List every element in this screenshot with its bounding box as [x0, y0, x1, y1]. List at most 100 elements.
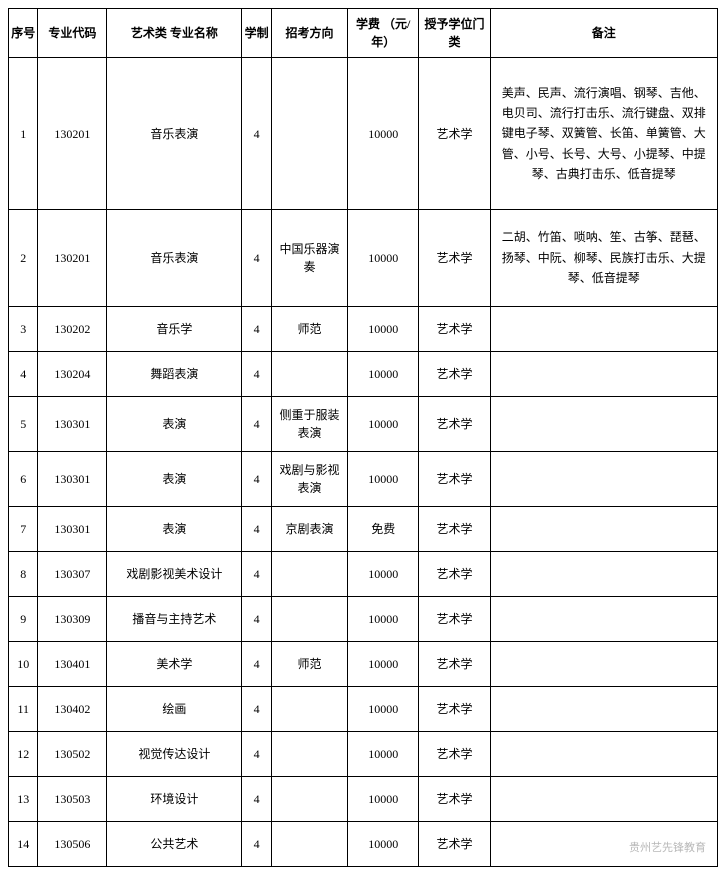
- table-row: 11130402绘画410000艺术学: [9, 687, 718, 732]
- cell-fee: 10000: [348, 777, 419, 822]
- cell-dur: 4: [242, 210, 271, 307]
- cell-major: 表演: [107, 397, 242, 452]
- cell-remark: 二胡、竹笛、唢呐、笙、古筝、琵琶、扬琴、中阮、柳琴、民族打击乐、大提琴、低音提琴: [490, 210, 717, 307]
- cell-dur: 4: [242, 777, 271, 822]
- cell-code: 130402: [38, 687, 107, 732]
- cell-degree: 艺术学: [419, 597, 490, 642]
- cell-code: 130503: [38, 777, 107, 822]
- cell-seq: 1: [9, 58, 38, 210]
- cell-degree: 艺术学: [419, 352, 490, 397]
- cell-seq: 7: [9, 507, 38, 552]
- cell-remark: [490, 352, 717, 397]
- cell-degree: 艺术学: [419, 777, 490, 822]
- cell-remark: [490, 507, 717, 552]
- cell-dur: 4: [242, 597, 271, 642]
- cell-dur: 4: [242, 642, 271, 687]
- cell-fee: 10000: [348, 822, 419, 867]
- cell-dir: [271, 777, 347, 822]
- table-row: 4130204舞蹈表演410000艺术学: [9, 352, 718, 397]
- cell-remark: [490, 452, 717, 507]
- col-header-code: 专业代码: [38, 9, 107, 58]
- col-header-fee: 学费 （元/年）: [348, 9, 419, 58]
- cell-code: 130401: [38, 642, 107, 687]
- table-row: 14130506公共艺术410000艺术学: [9, 822, 718, 867]
- cell-dir: 中国乐器演奏: [271, 210, 347, 307]
- cell-remark: [490, 732, 717, 777]
- cell-fee: 10000: [348, 732, 419, 777]
- cell-seq: 10: [9, 642, 38, 687]
- cell-dur: 4: [242, 732, 271, 777]
- cell-remark: 美声、民声、流行演唱、钢琴、吉他、电贝司、流行打击乐、流行键盘、双排键电子琴、双…: [490, 58, 717, 210]
- cell-code: 130201: [38, 58, 107, 210]
- cell-dir: 京剧表演: [271, 507, 347, 552]
- cell-dur: 4: [242, 507, 271, 552]
- major-table: 序号 专业代码 艺术类 专业名称 学制 招考方向 学费 （元/年） 授予学位门类…: [8, 8, 718, 867]
- cell-fee: 10000: [348, 642, 419, 687]
- cell-code: 130301: [38, 397, 107, 452]
- cell-degree: 艺术学: [419, 687, 490, 732]
- cell-dir: 师范: [271, 642, 347, 687]
- watermark-text: 贵州艺先锋教育: [629, 839, 706, 855]
- cell-dir: 侧重于服装表演: [271, 397, 347, 452]
- cell-degree: 艺术学: [419, 307, 490, 352]
- cell-seq: 2: [9, 210, 38, 307]
- cell-remark: [490, 307, 717, 352]
- cell-dur: 4: [242, 397, 271, 452]
- table-row: 3130202音乐学4师范10000艺术学: [9, 307, 718, 352]
- cell-code: 130502: [38, 732, 107, 777]
- cell-major: 环境设计: [107, 777, 242, 822]
- cell-remark: [490, 597, 717, 642]
- cell-dur: 4: [242, 452, 271, 507]
- col-header-dur: 学制: [242, 9, 271, 58]
- cell-remark: [490, 777, 717, 822]
- cell-fee: 10000: [348, 687, 419, 732]
- cell-major: 舞蹈表演: [107, 352, 242, 397]
- cell-code: 130201: [38, 210, 107, 307]
- cell-major: 表演: [107, 507, 242, 552]
- cell-degree: 艺术学: [419, 822, 490, 867]
- cell-code: 130309: [38, 597, 107, 642]
- cell-dir: [271, 687, 347, 732]
- cell-degree: 艺术学: [419, 397, 490, 452]
- col-header-remark: 备注: [490, 9, 717, 58]
- table-row: 13130503环境设计4 10000艺术学: [9, 777, 718, 822]
- cell-fee: 10000: [348, 552, 419, 597]
- cell-major: 音乐学: [107, 307, 242, 352]
- cell-dur: 4: [242, 822, 271, 867]
- table-row: 12130502视觉传达设计410000艺术学: [9, 732, 718, 777]
- cell-seq: 4: [9, 352, 38, 397]
- cell-seq: 5: [9, 397, 38, 452]
- cell-degree: 艺术学: [419, 452, 490, 507]
- table-header-row: 序号 专业代码 艺术类 专业名称 学制 招考方向 学费 （元/年） 授予学位门类…: [9, 9, 718, 58]
- cell-dur: 4: [242, 352, 271, 397]
- cell-fee: 10000: [348, 58, 419, 210]
- cell-dir: 戏剧与影视表演: [271, 452, 347, 507]
- table-row: 5130301表演4侧重于服装表演10000艺术学: [9, 397, 718, 452]
- cell-dur: 4: [242, 307, 271, 352]
- cell-dir: [271, 58, 347, 210]
- cell-fee: 10000: [348, 352, 419, 397]
- table-row: 10130401美术学4师范10000艺术学: [9, 642, 718, 687]
- cell-code: 130301: [38, 452, 107, 507]
- cell-major: 绘画: [107, 687, 242, 732]
- cell-fee: 10000: [348, 597, 419, 642]
- cell-major: 播音与主持艺术: [107, 597, 242, 642]
- cell-fee: 10000: [348, 452, 419, 507]
- cell-code: 130301: [38, 507, 107, 552]
- cell-seq: 13: [9, 777, 38, 822]
- cell-dir: [271, 552, 347, 597]
- cell-seq: 14: [9, 822, 38, 867]
- cell-dur: 4: [242, 687, 271, 732]
- cell-remark: [490, 552, 717, 597]
- col-header-degree: 授予学位门类: [419, 9, 490, 58]
- col-header-seq: 序号: [9, 9, 38, 58]
- table-row: 7130301表演4京剧表演免费艺术学: [9, 507, 718, 552]
- cell-dir: 师范: [271, 307, 347, 352]
- cell-remark: [490, 687, 717, 732]
- cell-major: 视觉传达设计: [107, 732, 242, 777]
- col-header-major: 艺术类 专业名称: [107, 9, 242, 58]
- cell-seq: 12: [9, 732, 38, 777]
- cell-major: 表演: [107, 452, 242, 507]
- cell-dur: 4: [242, 58, 271, 210]
- cell-dir: [271, 597, 347, 642]
